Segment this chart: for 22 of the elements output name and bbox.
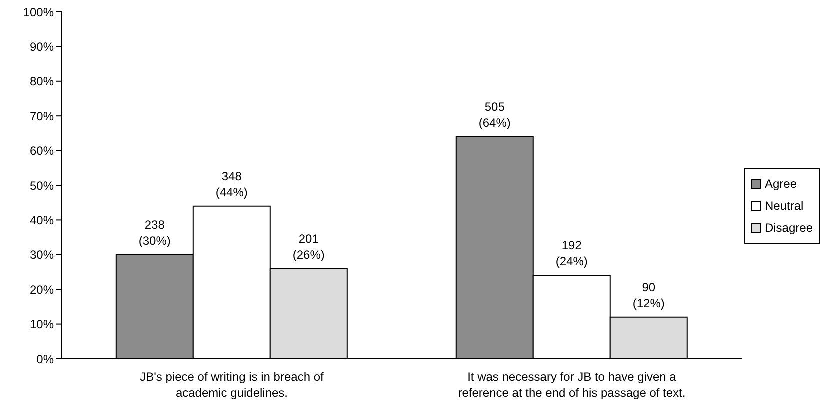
y-tick-label: 60%: [30, 144, 54, 158]
x-tick-label: JB's piece of writing is in breach of academic guidelines.: [140, 370, 325, 400]
data-label: 201 (26%): [292, 232, 325, 262]
data-label: 238 (30%): [138, 218, 171, 248]
data-label: 348 (44%): [216, 169, 248, 200]
y-tick-label: 40%: [30, 213, 54, 228]
legend-label: Agree: [764, 176, 797, 192]
y-tick-label: 100%: [23, 5, 54, 20]
data-label: 90 (12%): [632, 280, 665, 310]
data-label: 505 (64%): [478, 100, 511, 130]
y-tick-label: 10%: [30, 318, 54, 332]
legend-label: Neutral: [764, 198, 804, 214]
y-tick-label: 20%: [30, 282, 54, 297]
y-tick-label: 0%: [36, 352, 54, 366]
y-tick-label: 70%: [30, 109, 54, 124]
y-tick-label: 80%: [30, 74, 54, 89]
y-tick-label: 30%: [30, 248, 54, 262]
legend-label: Disagree: [764, 220, 813, 236]
data-label: 192 (24%): [556, 238, 588, 269]
y-tick-label: 90%: [30, 40, 54, 54]
x-tick-label: It was necessary for JB to have given a reference at the end of his passage of text.: [458, 370, 686, 400]
y-tick-label: 50%: [30, 178, 54, 193]
